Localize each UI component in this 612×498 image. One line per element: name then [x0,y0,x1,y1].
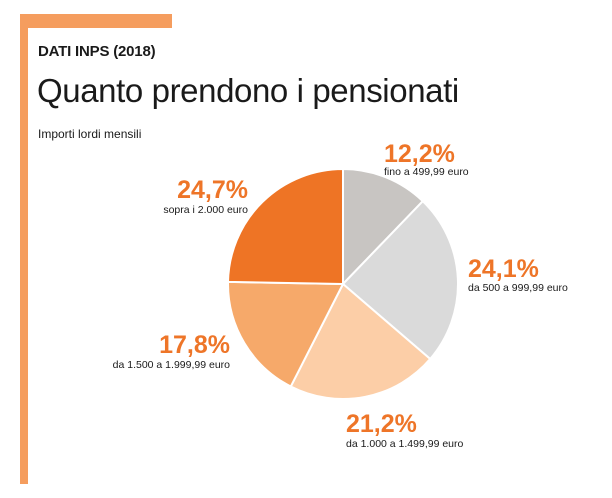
slice-percent-label: 12,2% [384,140,455,168]
slice-category-label: sopra i 2.000 euro [163,204,248,216]
chart-title: Quanto prendono i pensionati [37,72,459,109]
slice-percent-label: 24,1% [468,255,539,283]
accent-left-bar [20,14,28,484]
pie-labels: 12,2%fino a 499,99 euro 24,1%da 500 a 999… [113,140,568,450]
kicker: DATI INPS (2018) [38,43,156,60]
pie-slice [341,199,459,361]
slice-category-label: fino a 499,99 euro [384,166,469,178]
pie-slice [342,167,425,287]
pie-slices [227,167,459,400]
slice-category-label: da 1.000 a 1.499,99 euro [346,438,464,450]
slice-category-label: da 500 a 999,99 euro [468,282,568,294]
slice-percent-label: 17,8% [159,331,230,359]
pie-slice [227,167,344,286]
pie-slice [227,280,345,388]
slice-category-label: da 1.500 a 1.999,99 euro [113,359,231,371]
slice-percent-label: 21,2% [346,410,417,438]
accent-top-bar [20,14,172,28]
pie-slice [289,282,432,400]
slice-percent-label: 24,7% [177,176,248,204]
chart-subtitle: Importi lordi mensili [38,127,142,141]
